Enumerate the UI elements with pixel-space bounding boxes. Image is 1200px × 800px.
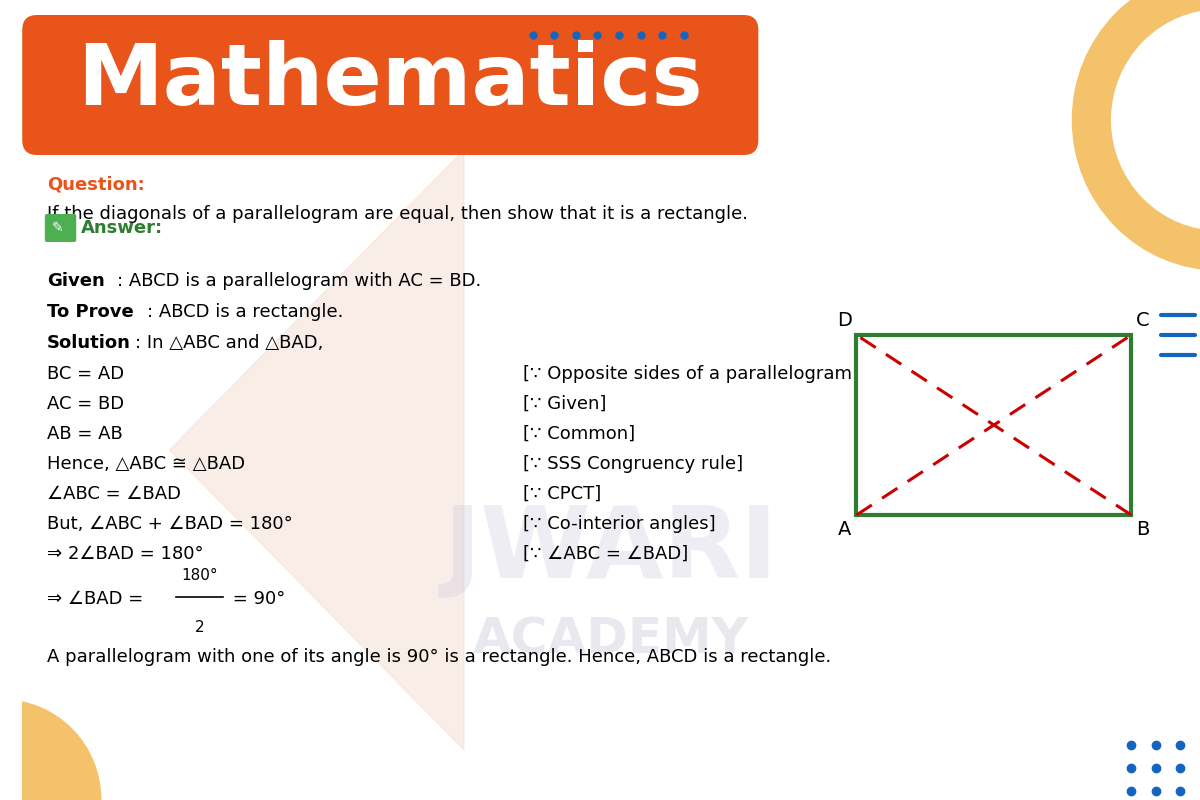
Text: [∵ Opposite sides of a parallelogram are equal]: [∵ Opposite sides of a parallelogram are… [523,365,949,383]
Text: 180°: 180° [181,568,218,583]
Text: If the diagonals of a parallelogram are equal, then show that it is a rectangle.: If the diagonals of a parallelogram are … [47,205,748,223]
Text: ⇒ 2∠BAD = 180°: ⇒ 2∠BAD = 180° [47,545,204,563]
Text: B: B [1136,520,1150,539]
Text: BC = AD: BC = AD [47,365,124,383]
Text: Mathematics: Mathematics [78,41,703,123]
Text: 2: 2 [196,620,205,635]
Polygon shape [169,150,464,750]
FancyBboxPatch shape [44,214,77,242]
Text: Solution: Solution [47,334,131,352]
Circle shape [0,700,101,800]
Text: Answer:: Answer: [82,219,163,237]
Text: ⇒ ∠BAD =: ⇒ ∠BAD = [47,590,149,608]
Text: = 90°: = 90° [227,590,286,608]
Text: : ABCD is a rectangle.: : ABCD is a rectangle. [146,303,343,321]
Circle shape [1111,10,1200,230]
Text: AB = AB: AB = AB [47,425,122,443]
Text: AC = BD: AC = BD [47,395,124,413]
Text: [∵ Co-interior angles]: [∵ Co-interior angles] [523,515,715,533]
Text: [∵ Common]: [∵ Common] [523,425,635,443]
Text: ACADEMY: ACADEMY [473,616,749,664]
Text: ✎: ✎ [52,221,64,235]
Text: But, ∠ABC + ∠BAD = 180°: But, ∠ABC + ∠BAD = 180° [47,515,293,533]
Text: : In △ABC and △BAD,: : In △ABC and △BAD, [136,334,324,352]
Text: [∵ CPCT]: [∵ CPCT] [523,485,601,503]
Text: ∠ABC = ∠BAD: ∠ABC = ∠BAD [47,485,181,503]
Text: [∵ Given]: [∵ Given] [523,395,606,413]
Text: C: C [1136,311,1150,330]
Text: [∵ ∠ABC = ∠BAD]: [∵ ∠ABC = ∠BAD] [523,545,688,563]
FancyBboxPatch shape [857,335,1132,515]
Text: A: A [839,520,852,539]
Text: To Prove: To Prove [47,303,133,321]
Text: : ABCD is a parallelogram with AC = BD.: : ABCD is a parallelogram with AC = BD. [118,272,481,290]
Text: Given: Given [47,272,104,290]
Text: JWARI: JWARI [444,502,779,598]
Text: A parallelogram with one of its angle is 90° is a rectangle. Hence, ABCD is a re: A parallelogram with one of its angle is… [47,648,832,666]
Circle shape [1073,0,1200,270]
Text: Question:: Question: [47,175,144,193]
Text: [∵ SSS Congruency rule]: [∵ SSS Congruency rule] [523,455,743,473]
Text: Hence, △ABC ≅ △BAD: Hence, △ABC ≅ △BAD [47,455,245,473]
FancyBboxPatch shape [23,15,758,155]
Text: D: D [836,311,852,330]
